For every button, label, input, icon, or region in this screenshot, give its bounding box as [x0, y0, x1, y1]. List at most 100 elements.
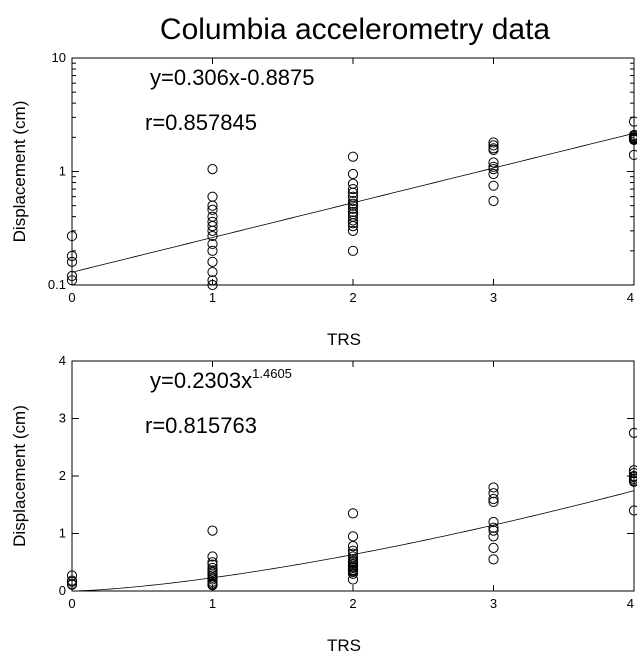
data-point	[628, 427, 637, 438]
data-point	[347, 206, 359, 218]
x-tick-label: 3	[490, 290, 497, 305]
data-point	[628, 468, 637, 479]
x-tick-label: 2	[349, 290, 356, 305]
data-point	[207, 225, 218, 236]
fit-equation: y=0.2303x1.4605	[150, 366, 292, 393]
data-point	[488, 496, 499, 507]
x-tick-label: 4	[627, 596, 634, 611]
data-point	[488, 482, 499, 493]
data-point	[207, 562, 218, 574]
y-tick-label: 2	[59, 468, 66, 483]
data-point	[347, 178, 359, 189]
data-point	[488, 144, 499, 155]
correlation-value: r=0.857845	[145, 110, 257, 135]
data-point	[347, 215, 359, 226]
y-axis-label: Displacement (cm)	[10, 101, 29, 243]
data-point	[488, 554, 499, 565]
data-point	[207, 551, 218, 562]
top-panel: 0 1 2 3 4 0.1 1 10 TRS Displacement (cm) y=0.306x-…	[10, 50, 637, 349]
data-point	[66, 579, 78, 590]
data-point	[207, 279, 218, 291]
data-point	[207, 238, 218, 250]
y-tick-label: 1	[59, 164, 66, 179]
data-point	[66, 270, 78, 282]
data-point	[207, 230, 218, 242]
data-point	[488, 516, 499, 528]
data-point	[207, 266, 218, 278]
data-point	[628, 505, 637, 516]
data-point	[347, 203, 359, 214]
data-point	[347, 568, 359, 579]
y-tick-label: 4	[59, 353, 66, 368]
data-point	[347, 545, 359, 556]
data-point	[488, 163, 499, 175]
plot-frame	[71, 57, 635, 286]
data-point	[207, 568, 218, 579]
data-point	[207, 275, 218, 286]
x-axis-label: TRS	[327, 636, 361, 653]
y-tick-label: 1	[59, 526, 66, 541]
data-point	[207, 245, 218, 256]
data-point	[347, 183, 359, 195]
data-point	[488, 525, 499, 536]
data-point	[347, 195, 359, 207]
data-point	[347, 168, 359, 180]
x-tick-label: 1	[209, 290, 216, 305]
correlation-value: r=0.815763	[145, 413, 257, 438]
fit-curve	[71, 132, 635, 273]
data-point	[488, 140, 499, 151]
data-point	[488, 488, 499, 499]
data-point	[207, 565, 218, 576]
data-point	[207, 204, 218, 215]
data-point	[488, 168, 499, 180]
x-tick-label: 1	[209, 596, 216, 611]
data-point	[488, 180, 499, 191]
data-point	[488, 542, 499, 553]
data-point	[347, 245, 359, 256]
data-point	[347, 225, 359, 236]
data-point	[347, 548, 359, 559]
data-point	[347, 574, 359, 585]
data-point	[207, 221, 218, 232]
data-point	[488, 522, 499, 533]
data-point	[347, 200, 359, 211]
data-point	[488, 157, 499, 168]
x-tick-label: 0	[68, 290, 75, 305]
data-point	[207, 191, 218, 202]
data-point	[347, 187, 359, 198]
data-point	[207, 557, 218, 568]
data-point	[347, 221, 359, 232]
data-point	[347, 151, 359, 162]
x-axis-label: TRS	[327, 330, 361, 349]
data-point	[207, 580, 218, 591]
data-point	[488, 195, 499, 207]
x-tick-label: 3	[490, 596, 497, 611]
fit-equation-base: y=0.306x-0.8875	[150, 65, 315, 90]
data-point	[66, 256, 78, 267]
x-tick-label: 4	[627, 290, 634, 305]
data-point	[628, 116, 637, 127]
data-point	[66, 230, 78, 242]
data-point	[347, 541, 359, 552]
x-tick-label: 0	[68, 596, 75, 611]
figure-title: Columbia accelerometry data	[160, 13, 550, 46]
data-point	[347, 531, 359, 542]
fit-equation-base: y=0.2303x	[150, 368, 252, 393]
data-point	[207, 200, 218, 211]
data-point	[488, 137, 499, 148]
y-axis-label: Displacement (cm)	[10, 405, 29, 547]
bottom-panel: 0 1 2 3 4 0 1 2 3 4 TRS Displacement (cm) y=0.2303x1…	[10, 353, 637, 653]
data-point	[66, 250, 78, 262]
y-tick-label: 0	[59, 583, 66, 598]
data-point	[488, 161, 499, 172]
data-point	[628, 149, 637, 161]
data-point	[207, 525, 218, 536]
data-point	[347, 218, 359, 229]
y-tick-label: 3	[59, 411, 66, 426]
data-point	[66, 576, 78, 587]
data-point	[207, 256, 218, 267]
fit-equation: y=0.306x-0.8875	[150, 65, 315, 90]
fit-equation-exponent: 1.4605	[252, 366, 292, 381]
data-point	[628, 476, 637, 487]
